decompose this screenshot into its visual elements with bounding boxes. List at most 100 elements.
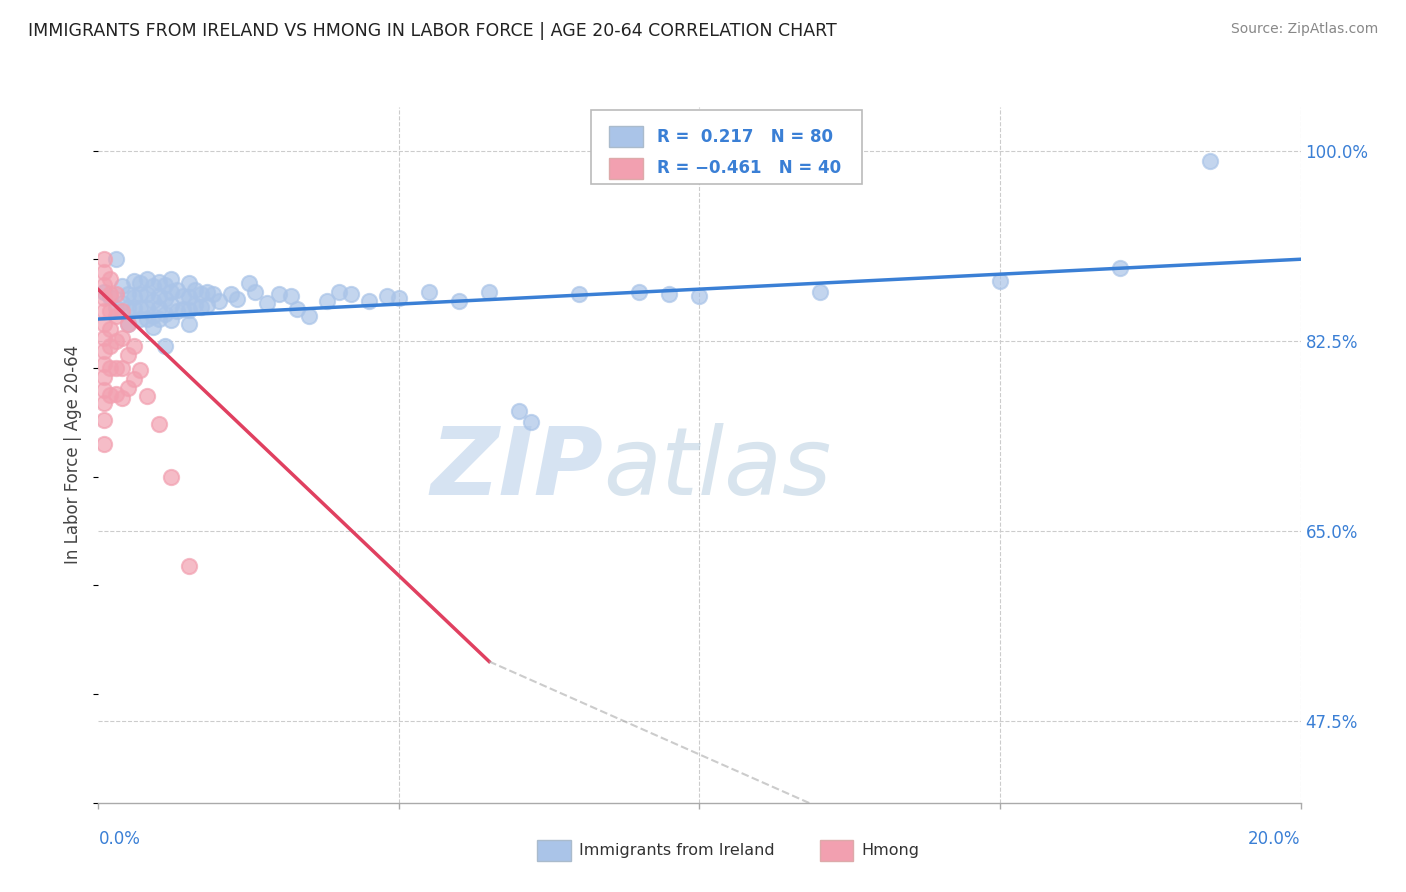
Text: Hmong: Hmong [862,843,920,857]
Point [219,287,242,301]
Point [388,291,411,305]
Point [124,290,146,304]
Point [100,290,122,304]
Point [105,287,128,301]
Point [124,301,146,315]
Point [208,293,231,308]
Point [105,309,128,323]
Point [124,339,146,353]
Point [159,298,181,312]
Point [93,343,115,358]
Text: R = −0.461   N = 40: R = −0.461 N = 40 [658,159,842,178]
Point [689,289,711,303]
Text: atlas: atlas [603,424,831,515]
Point [93,291,115,305]
Bar [820,839,853,861]
Point [135,301,157,315]
Point [111,361,134,376]
Point [124,274,146,288]
Point [166,283,188,297]
Point [172,289,194,303]
Point [988,274,1011,288]
Point [1199,154,1222,169]
Point [280,289,302,303]
Point [256,295,278,310]
Point [100,272,122,286]
Point [315,293,337,308]
Point [328,285,350,299]
Point [129,301,152,315]
Point [183,298,205,312]
Point [105,387,128,401]
Point [129,287,152,301]
Point [447,293,470,308]
Point [111,330,134,344]
Point [135,287,157,301]
Bar [609,127,643,147]
Point [93,318,115,332]
Bar [537,839,571,861]
FancyBboxPatch shape [592,110,862,184]
Point [166,304,188,318]
Point [117,301,139,315]
Point [148,275,170,289]
Point [135,312,157,326]
Point [141,279,163,293]
Point [93,369,115,384]
Point [135,389,157,403]
Point [111,295,134,310]
Point [93,357,115,371]
Point [201,287,224,301]
Point [478,285,501,299]
Point [172,302,194,317]
Point [117,318,139,332]
Point [808,285,831,299]
Point [153,293,176,307]
Point [225,293,247,307]
Text: Immigrants from Ireland: Immigrants from Ireland [579,843,775,857]
Point [141,309,163,323]
Point [508,404,530,418]
Point [148,301,170,315]
Point [177,318,200,332]
Point [568,287,591,301]
Point [177,303,200,318]
Point [100,322,122,336]
Point [340,287,363,301]
Point [177,276,200,290]
Point [418,285,440,299]
Text: IMMIGRANTS FROM IRELAND VS HMONG IN LABOR FORCE | AGE 20-64 CORRELATION CHART: IMMIGRANTS FROM IRELAND VS HMONG IN LABO… [28,22,837,40]
Point [111,279,134,293]
Point [298,309,321,323]
Point [153,278,176,293]
Point [111,304,134,318]
Text: ZIP: ZIP [430,423,603,515]
Point [100,304,122,318]
Point [100,287,122,301]
Y-axis label: In Labor Force | Age 20-64: In Labor Force | Age 20-64 [65,345,83,565]
Text: R =  0.217   N = 80: R = 0.217 N = 80 [658,128,834,145]
Point [267,287,290,301]
Point [195,285,218,299]
Point [105,252,128,267]
Point [190,287,212,301]
Point [658,287,681,301]
Point [141,319,163,334]
Point [285,302,308,317]
Point [93,285,115,299]
Point [105,334,128,348]
Point [159,272,181,286]
Point [183,283,205,297]
Text: 0.0%: 0.0% [98,830,141,848]
Text: Source: ZipAtlas.com: Source: ZipAtlas.com [1230,22,1378,37]
Point [93,265,115,279]
Point [129,276,152,290]
Point [100,388,122,402]
Point [177,290,200,304]
Point [124,372,146,386]
Point [159,469,181,483]
Point [357,293,380,308]
Point [238,276,260,290]
Point [135,272,157,286]
Point [148,417,170,432]
